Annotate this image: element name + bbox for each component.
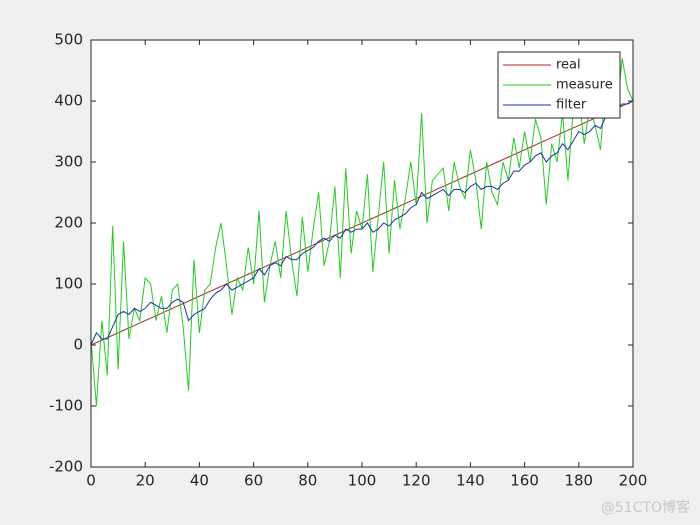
y-tick-label: 300	[54, 153, 83, 171]
y-tick-label: -100	[49, 397, 83, 415]
legend-label: filter	[556, 98, 587, 113]
axes-box	[90, 39, 634, 468]
x-tick-label: 180	[564, 472, 593, 490]
y-tick-label: 0	[73, 336, 83, 354]
x-tick-label: 0	[86, 472, 96, 490]
y-tick-label: 100	[54, 275, 83, 293]
x-tick-label: 60	[244, 472, 263, 490]
x-tick-label: 120	[402, 472, 431, 490]
x-tick-label: 40	[190, 472, 209, 490]
x-tick-label: 20	[136, 472, 155, 490]
x-tick-label: 160	[510, 472, 539, 490]
y-tick-label: 400	[54, 92, 83, 110]
x-tick-label: 80	[298, 472, 317, 490]
watermark: @51CTO博客	[601, 499, 690, 516]
x-tick-label: 140	[456, 472, 485, 490]
x-tick-label: 200	[619, 472, 648, 490]
y-tick-label: -200	[49, 458, 83, 476]
x-tick-label: 100	[348, 472, 377, 490]
data-line	[90, 100, 634, 346]
y-tick-label: 200	[54, 214, 83, 232]
data-line	[90, 100, 634, 346]
y-tick-label: 500	[54, 31, 83, 49]
legend-label: real	[556, 58, 581, 73]
legend-label: measure	[556, 78, 613, 93]
